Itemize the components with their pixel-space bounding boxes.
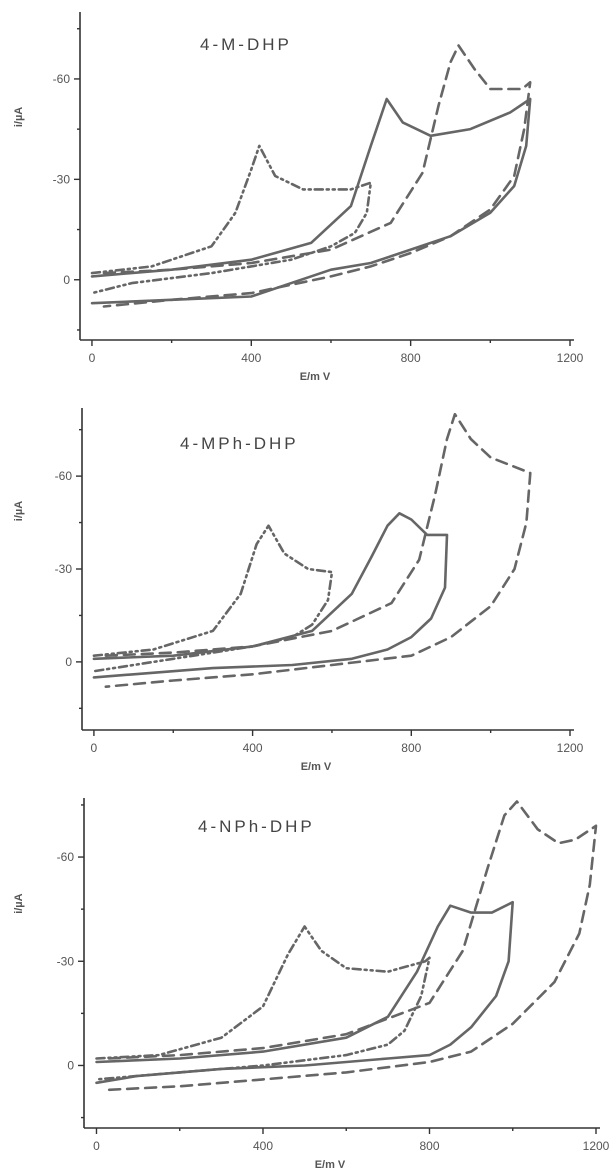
y-axis-label: i/µA	[13, 893, 25, 913]
series-line-dash-dot-dot	[90, 144, 373, 295]
series-line-solid	[95, 900, 515, 1085]
chart-panel-4-nph-dhp: 0 400 800 1200 0 -30 -60 E/m V i/µA 4-NPh-DHP	[0, 790, 615, 1173]
chart-4-m-dhp: 0 400 800 1200 0 -30 -60 E/m V i/µA 4-M-DHP	[13, 12, 584, 383]
x-tick-label: 1200	[583, 1139, 610, 1153]
y-tick-label: 0	[63, 273, 70, 287]
series-line-dash-dot-dot	[95, 925, 431, 1081]
x-tick-label: 1200	[557, 741, 584, 755]
x-tick-label: 400	[241, 351, 261, 365]
x-tick-label: 400	[253, 1139, 273, 1153]
chart-title: 4-MPh-DHP	[180, 434, 299, 453]
series-line-dash-dot-dot	[92, 524, 334, 673]
x-tick-label: 400	[243, 741, 263, 755]
x-tick-label: 800	[401, 351, 421, 365]
y-axis-label: i/µA	[13, 107, 25, 127]
x-tick-label: 800	[401, 741, 421, 755]
series-line-dashed	[104, 412, 532, 689]
chart-panel-4-mph-dhp: 0 400 800 1200 0 -30 -60 E/m V i/µA 4-MPh-DHP	[0, 392, 615, 790]
series-line-dashed	[107, 800, 598, 1092]
y-tick-label: -30	[57, 954, 75, 968]
y-tick-label: -30	[53, 172, 71, 186]
y-tick-label: -30	[55, 562, 73, 576]
x-tick-label: 0	[93, 1139, 100, 1153]
chart-4-mph-dhp: 0 400 800 1200 0 -30 -60 E/m V i/µA 4-MPh-DHP	[13, 408, 584, 773]
chart-4-nph-dhp: 0 400 800 1200 0 -30 -60 E/m V i/µA 4-NPh-DHP	[13, 798, 610, 1171]
x-axis-label: E/m V	[300, 371, 331, 383]
y-tick-label: 0	[65, 655, 72, 669]
series-line-dashed	[102, 44, 532, 308]
x-tick-label: 800	[419, 1139, 439, 1153]
y-tick-label: -60	[53, 72, 71, 86]
chart-title: 4-M-DHP	[200, 35, 292, 54]
x-axis-label: E/m V	[301, 761, 332, 773]
x-axis-label: E/m V	[315, 1159, 346, 1171]
x-tick-label: 1200	[557, 351, 584, 365]
y-tick-label: -60	[55, 469, 73, 483]
y-axis-label: i/µA	[13, 501, 25, 521]
x-tick-label: 0	[91, 741, 98, 755]
x-tick-label: 0	[89, 351, 96, 365]
y-tick-label: -60	[57, 850, 75, 864]
chart-title: 4-NPh-DHP	[198, 817, 315, 836]
chart-panel-4-m-dhp: 0 400 800 1200 0 -30 -60 E/m V i/µA 4-M-DHP	[0, 0, 615, 392]
series-line-solid	[90, 97, 532, 305]
y-tick-label: 0	[67, 1058, 74, 1072]
series-line-solid	[92, 512, 449, 679]
